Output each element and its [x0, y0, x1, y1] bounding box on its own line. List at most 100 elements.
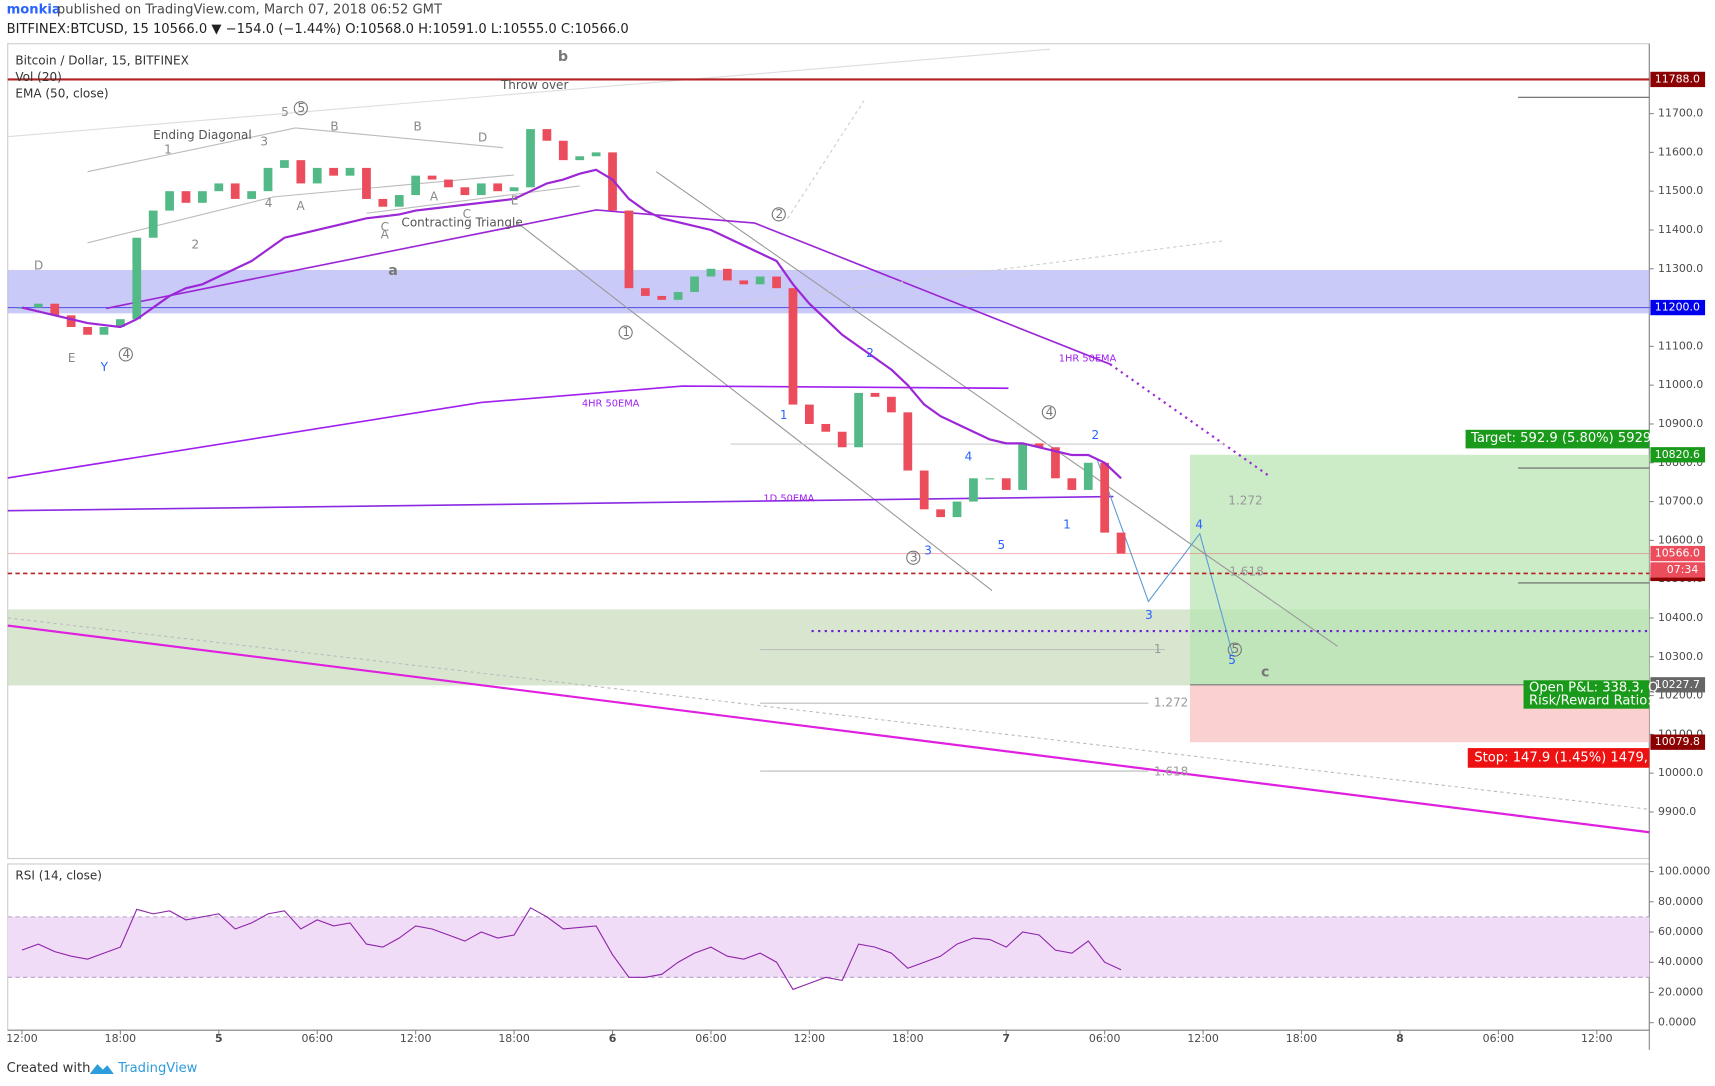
footer-brand[interactable]: TradingView: [117, 1061, 197, 1076]
footer-created: Created with: [7, 1061, 91, 1076]
candle: [362, 167, 371, 199]
y-tick-label: 11100.0: [1658, 339, 1703, 352]
candle: [230, 183, 240, 199]
drawings: [7, 48, 1650, 834]
countdown: 07:34: [1667, 563, 1699, 576]
wave-circle: [293, 101, 308, 116]
annotation: 1: [622, 325, 630, 339]
indicator-legend: Vol (20): [15, 70, 61, 84]
price-label-box: [1650, 71, 1706, 88]
candle: [624, 210, 634, 289]
price-label: 11788.0: [1655, 72, 1700, 85]
rsi-tick-label: 60.0000: [1658, 925, 1703, 938]
rsi-tick-label: 0.0000: [1658, 1016, 1696, 1029]
annotation: B: [413, 119, 421, 133]
x-tick-label: 12:00: [1187, 1032, 1219, 1045]
candle: [788, 288, 798, 405]
x-tick-label: 7: [1002, 1032, 1010, 1045]
price-label-box: [1650, 677, 1706, 693]
candle: [476, 183, 486, 196]
candle: [1018, 443, 1028, 490]
annotation: E: [68, 351, 76, 365]
candle: [33, 303, 43, 308]
annotation: C: [463, 207, 471, 221]
price-label: 10227.7: [1655, 678, 1700, 691]
candle: [99, 326, 109, 335]
annotation: 2: [191, 237, 199, 251]
author[interactable]: monkia: [7, 2, 61, 17]
candle: [608, 152, 617, 211]
annotation: 4: [965, 450, 973, 464]
annotation: Throw over: [500, 78, 568, 92]
candle: [919, 470, 929, 510]
x-tick-label: 6: [609, 1032, 617, 1045]
candle: [427, 175, 437, 180]
x-tick-label: 06:00: [301, 1032, 333, 1045]
annotation: 3: [924, 544, 932, 558]
candle: [542, 129, 552, 141]
price-label-box: [1650, 734, 1706, 750]
price-label: 10820.6: [1655, 448, 1700, 461]
candle: [673, 292, 683, 300]
x-tick-label: 06:00: [1089, 1032, 1121, 1045]
annotation: 1.618: [1154, 765, 1188, 779]
y-tick-label: 10000.0: [1658, 766, 1703, 779]
annotation: Contracting Triangle: [401, 216, 522, 230]
x-tick-label: 12:00: [794, 1032, 826, 1045]
candle: [837, 431, 847, 448]
header: monkia published on TradingView.com, Mar…: [7, 2, 629, 37]
candle: [50, 303, 60, 316]
candle: [460, 187, 470, 196]
candle: [1001, 478, 1011, 490]
rsi-tick-label: 20.0000: [1658, 985, 1703, 998]
x-tick-label: 5: [215, 1032, 223, 1045]
candle: [83, 326, 92, 335]
candle: [1116, 532, 1126, 554]
price-label: 10566.0: [1655, 547, 1700, 560]
x-tick-label: 18:00: [1286, 1032, 1318, 1045]
annotation: C: [381, 220, 389, 234]
annotation: 1.618: [1229, 564, 1263, 578]
x-tick-label: 18:00: [105, 1032, 137, 1045]
annotation: 4: [1195, 517, 1203, 531]
y-tick-label: 9900.0: [1658, 805, 1696, 818]
candle: [952, 501, 962, 518]
candle: [821, 423, 831, 432]
annotation: 1.272: [1154, 696, 1188, 710]
channel-line: [655, 171, 1338, 647]
candle: [772, 276, 781, 289]
price-label-box: [1650, 447, 1706, 463]
y-tick-label: 11500.0: [1658, 184, 1703, 197]
annotation: 5: [281, 105, 289, 119]
annotation: 5: [1228, 653, 1236, 667]
pane-title: Bitcoin / Dollar, 15, BITFINEX: [15, 54, 188, 68]
candle: [805, 404, 814, 424]
candle: [198, 191, 207, 203]
annotation: 5: [1232, 642, 1240, 656]
candle: [148, 210, 158, 238]
stop-label: Stop: 147.9 (1.45%) 1479, A: [1474, 750, 1661, 765]
candle: [378, 198, 388, 207]
wave-circle: [1041, 405, 1056, 420]
countdown-box: [1650, 562, 1706, 578]
annotation: Y: [100, 360, 109, 374]
annotation: 1.272: [1228, 493, 1262, 507]
footer: Created with TradingView: [7, 1061, 198, 1076]
x-tick-label: 12:00: [6, 1032, 38, 1045]
annotation: 4: [123, 347, 131, 361]
trend-line: [7, 48, 1051, 138]
wave-circle: [118, 347, 133, 362]
position-label-box: [1467, 748, 1650, 768]
candle: [969, 478, 978, 502]
ema-line: [21, 168, 1122, 480]
candle: [1100, 462, 1110, 533]
y-tick-label: 11700.0: [1658, 107, 1703, 120]
ema-4hr-line: [7, 385, 1009, 479]
published: published on TradingView.com, March 07, …: [57, 2, 443, 17]
candle: [493, 183, 503, 192]
annotation: E: [511, 194, 519, 208]
candle: [312, 167, 322, 184]
rsi-line: [21, 907, 1122, 991]
candle: [296, 160, 306, 184]
candle: [1083, 462, 1093, 490]
